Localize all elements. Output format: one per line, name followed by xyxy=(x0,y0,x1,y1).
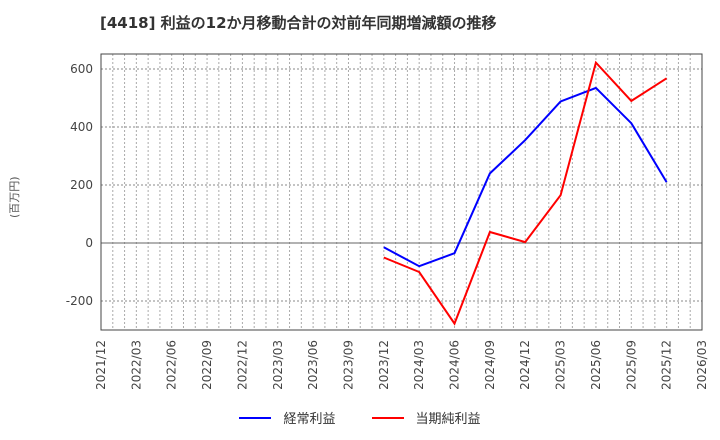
legend-item-net-profit: 当期純利益 xyxy=(371,408,481,427)
x-tick-label: 2024/03 xyxy=(412,340,426,390)
y-tick-label: 0 xyxy=(85,236,93,250)
x-tick-label: 2021/12 xyxy=(94,340,108,390)
legend-swatch-red xyxy=(371,416,404,419)
y-tick-label: 200 xyxy=(70,178,93,192)
x-tick-label: 2024/12 xyxy=(518,340,532,390)
x-tick-label: 2023/12 xyxy=(377,340,391,390)
x-tick-label: 2023/09 xyxy=(341,340,355,390)
legend: 経常利益 当期純利益 xyxy=(0,408,720,427)
legend-item-ordinary-profit: 経常利益 xyxy=(239,408,336,427)
x-tick-label: 2025/06 xyxy=(589,340,603,390)
legend-label: 当期純利益 xyxy=(415,412,481,427)
plot-area xyxy=(100,53,703,331)
y-tick-label: -200 xyxy=(66,294,93,308)
x-tick-label: 2026/03 xyxy=(695,340,709,390)
x-tick-label: 2025/03 xyxy=(554,340,568,390)
series-line xyxy=(383,60,668,326)
x-tick-label: 2024/06 xyxy=(448,340,462,390)
series-line xyxy=(383,86,668,268)
x-tick-label: 2022/03 xyxy=(129,340,143,390)
y-tick-label: 400 xyxy=(70,120,93,134)
x-tick-label: 2025/09 xyxy=(624,340,638,390)
legend-label: 経常利益 xyxy=(283,412,336,427)
chart-title: [4418] 利益の12か月移動合計の対前年同期増減額の推移 xyxy=(100,14,497,32)
x-tick-label: 2022/12 xyxy=(235,340,249,390)
x-tick-label: 2023/06 xyxy=(306,340,320,390)
x-tick-label: 2022/06 xyxy=(165,340,179,390)
x-tick-label: 2024/09 xyxy=(483,340,497,390)
legend-swatch-blue xyxy=(239,416,272,419)
y-tick-label: 600 xyxy=(70,62,93,76)
x-tick-label: 2023/03 xyxy=(271,340,285,390)
x-tick-label: 2025/12 xyxy=(660,340,674,390)
x-tick-label: 2022/09 xyxy=(200,340,214,390)
